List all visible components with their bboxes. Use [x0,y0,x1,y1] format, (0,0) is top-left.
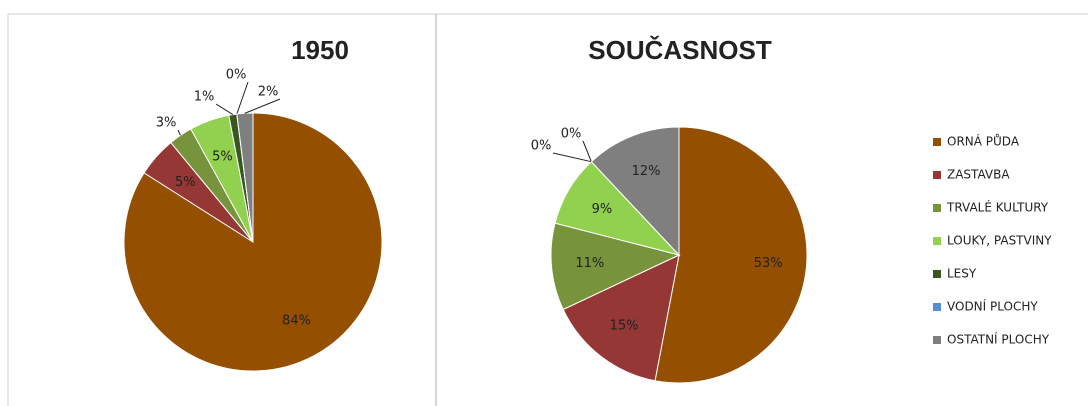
data-label: 0% [226,68,247,83]
data-label: 1% [194,90,215,105]
leader-line [215,103,234,116]
data-label: 53% [754,256,783,271]
legend-swatch [933,138,941,146]
legend-swatch [933,171,941,179]
data-label: 2% [258,85,279,100]
data-label: 15% [610,318,639,333]
legend-swatch [933,303,941,311]
data-label: 9% [592,202,613,217]
data-label: 5% [212,150,233,165]
legend-label: TRVALÉ KULTURY [946,200,1049,215]
legend-label: OSTATNÍ PLOCHY [947,332,1050,347]
pie-slice [562,254,680,382]
legend-label: VODNÍ PLOCHY [947,299,1038,314]
pie-slice [590,126,680,257]
leader-line [244,98,281,114]
data-label: 11% [575,256,604,271]
data-label: 84% [282,314,311,329]
legend-label: LESY [947,267,977,281]
pie-slice [654,126,808,384]
data-label: 3% [156,116,177,131]
chart-title: SOUČASNOST [588,35,772,65]
legend-label: LOUKY, PASTVINY [947,234,1052,248]
data-label: 5% [175,175,196,190]
leader-line [552,152,592,163]
data-label: 12% [632,164,661,179]
data-label: 0% [561,127,582,142]
leader-line [236,81,249,115]
legend-swatch [933,336,941,344]
pie-slice [550,222,681,311]
legend-label: ZASTAVBA [947,168,1010,182]
leader-line [177,129,181,136]
legend-swatch [933,204,941,212]
data-label: 0% [531,139,552,154]
chart-title: 1950 [291,35,349,65]
legend-swatch [933,237,941,245]
legend-swatch [933,270,941,278]
leader-line [582,140,592,162]
legend-label: ORNÁ PŮDA [947,134,1020,149]
